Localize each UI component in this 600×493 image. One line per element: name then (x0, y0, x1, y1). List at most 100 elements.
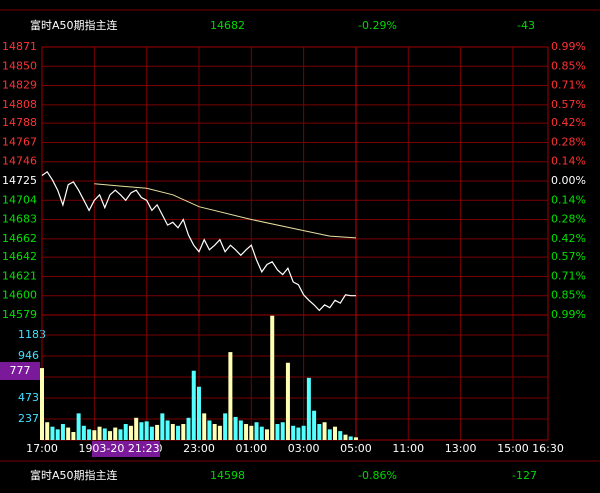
header-name: 富时A50期指主连 (30, 18, 118, 32)
y-pct-label: 0.85% (551, 59, 586, 72)
cursor-x-label: 03-20 21:23 (92, 442, 159, 455)
volume-bar (155, 424, 160, 440)
volume-tick-label: 1183 (18, 328, 46, 341)
volume-bar (296, 427, 301, 440)
footer-change-pct: -0.86% (358, 469, 397, 482)
y-pct-label: 0.57% (551, 250, 586, 263)
volume-bar (244, 424, 249, 440)
volume-bar (191, 370, 196, 440)
volume-bar (160, 413, 165, 440)
volume-bar (76, 413, 81, 440)
y-tick-label: 14788 (2, 116, 37, 129)
volume-bar (312, 410, 317, 440)
y-pct-label: 0.99% (551, 308, 586, 321)
y-tick-label: 14829 (2, 79, 37, 92)
volume-bar (291, 425, 296, 440)
volume-bar (108, 431, 113, 440)
volume-bar (254, 422, 259, 440)
y-tick-label: 14642 (2, 250, 37, 263)
y-pct-label: 0.14% (551, 155, 586, 168)
volume-bar (123, 424, 128, 440)
y-tick-label: 14662 (2, 232, 37, 245)
y-pct-label: 0.85% (551, 289, 586, 302)
volume-bar (196, 386, 201, 440)
x-tick-label: 11:00 (392, 442, 424, 455)
volume-bar (306, 377, 311, 440)
volume-bar (265, 429, 270, 440)
volume-tick-label: 237 (18, 412, 39, 425)
volume-bar (333, 426, 338, 440)
volume-bar (134, 417, 139, 440)
volume-tick-label: 473 (18, 391, 39, 404)
volume-bar (270, 315, 275, 440)
volume-bar (60, 424, 65, 440)
y-pct-label: 0.71% (551, 269, 586, 282)
x-tick-label: 23:00 (183, 442, 215, 455)
volume-bar (149, 426, 154, 440)
y-pct-label: 0.99% (551, 40, 586, 53)
volume-bar (259, 426, 264, 440)
volume-bar (50, 426, 55, 440)
y-tick-label: 14683 (2, 213, 37, 226)
y-tick-label: 14767 (2, 135, 37, 148)
y-pct-label: 0.28% (551, 213, 586, 226)
price-line (41, 170, 356, 312)
volume-bar (275, 424, 280, 440)
volume-bar (87, 429, 92, 440)
volume-bar (348, 436, 353, 440)
volume-bar (81, 425, 86, 440)
y-pct-label: 0.14% (551, 193, 586, 206)
x-tick-label: 16:30 (532, 442, 564, 455)
volume-tick-label: 946 (18, 349, 39, 362)
footer-change: -127 (512, 469, 537, 482)
volume-bar (40, 368, 44, 440)
volume-bar (212, 424, 217, 440)
header-change: -43 (517, 19, 535, 32)
volume-bar (223, 413, 228, 440)
volume-bar (165, 420, 170, 440)
volume-bar (113, 427, 118, 440)
x-tick-label: 15:00 (497, 442, 529, 455)
volume-bar (327, 429, 332, 440)
volume-bar (207, 420, 212, 440)
y-pct-label: 0.57% (551, 98, 586, 111)
header-change-pct: -0.29% (358, 19, 397, 32)
volume-bar (343, 434, 348, 440)
y-tick-label: 14746 (2, 155, 37, 168)
y-pct-label: 0.00% (551, 174, 586, 187)
volume-bar (322, 422, 327, 440)
volume-bar (338, 431, 343, 440)
volume-bar (139, 422, 144, 440)
y-tick-label: 14621 (2, 269, 37, 282)
volume-bar (186, 417, 191, 440)
cursor-y-label: 777 (10, 364, 31, 377)
y-pct-label: 0.42% (551, 116, 586, 129)
average-line (94, 183, 357, 239)
footer-name: 富时A50期指主连 (30, 468, 118, 482)
y-tick-label: 14871 (2, 40, 37, 53)
volume-bar (66, 427, 71, 440)
x-tick-label: 05:00 (340, 442, 372, 455)
x-tick-label: 03:00 (288, 442, 320, 455)
y-tick-label: 14808 (2, 98, 37, 111)
volume-bar (301, 425, 306, 440)
y-tick-label: 14725 (2, 174, 37, 187)
y-tick-label: 14600 (2, 289, 37, 302)
x-tick-label: 13:00 (445, 442, 477, 455)
volume-bar (238, 420, 243, 440)
volume-bar (71, 432, 76, 440)
volume-bar (176, 425, 181, 440)
volume-bar (118, 429, 123, 440)
y-pct-label: 0.28% (551, 135, 586, 148)
y-tick-label: 14704 (2, 193, 37, 206)
volume-bar (217, 425, 222, 440)
volume-bar (317, 424, 322, 440)
volume-bar (102, 428, 107, 440)
volume-bar (55, 429, 60, 440)
volume-bar (170, 424, 175, 440)
x-tick-label: 17:00 (26, 442, 58, 455)
volume-bar (97, 426, 102, 440)
volume-bar (144, 421, 149, 440)
volume-bar (249, 425, 254, 440)
